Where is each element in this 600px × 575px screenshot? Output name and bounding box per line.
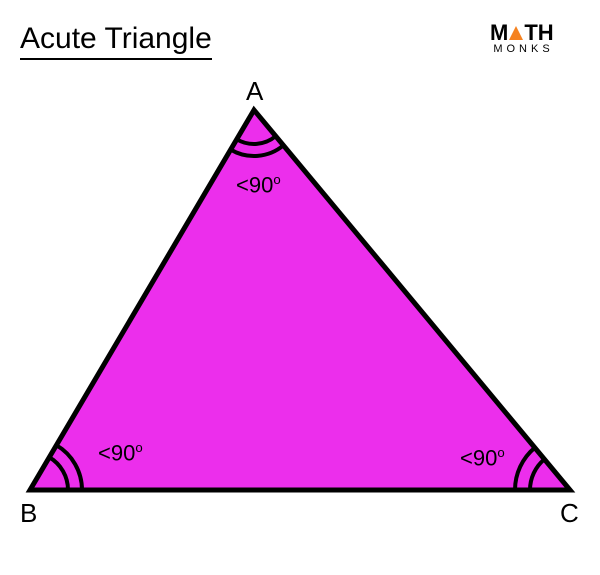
- triangle-figure: [0, 0, 600, 575]
- angle-label-c: <90o: [460, 445, 505, 471]
- diagram-canvas: Acute Triangle MTH MONKS A B C <90o <90o…: [0, 0, 600, 575]
- triangle-shape: [30, 110, 570, 490]
- vertex-label-b: B: [20, 498, 37, 529]
- angle-label-a: <90o: [236, 172, 281, 198]
- vertex-label-c: C: [560, 498, 579, 529]
- vertex-label-a: A: [246, 76, 263, 107]
- angle-label-b: <90o: [98, 440, 143, 466]
